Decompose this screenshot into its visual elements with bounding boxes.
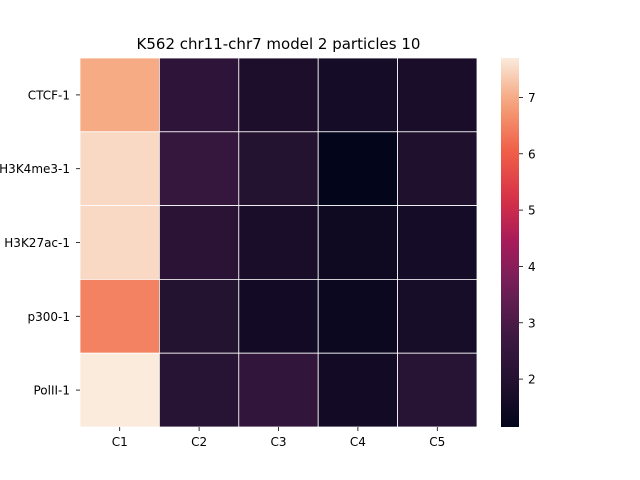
colorbar-tick-label: 3 (528, 316, 536, 330)
heatmap-cell (238, 131, 319, 207)
heatmap-cells (79, 57, 478, 428)
colorbar-tick-label: 7 (528, 91, 536, 105)
colorbar-tick-label: 4 (528, 260, 536, 274)
heatmap-cell (238, 57, 319, 133)
x-tick-label: C1 (112, 435, 128, 449)
heatmap-cell (397, 205, 478, 280)
heatmap-cell (397, 352, 478, 428)
heatmap-cell (158, 205, 240, 280)
heatmap-cell (79, 57, 160, 133)
heatmap-cell (79, 131, 160, 207)
y-tick-label: H3K27ac-1 (4, 236, 70, 250)
heatmap-cell (397, 278, 478, 354)
colorbar-tick-label: 6 (528, 147, 536, 161)
heatmap-cell (317, 205, 399, 280)
heatmap-cell (79, 278, 160, 354)
x-tick-label: C3 (270, 435, 286, 449)
heatmap-cell (79, 205, 160, 280)
heatmap-cell (397, 57, 478, 133)
colorbar: 2 3 4 5 6 7 (501, 58, 536, 427)
heatmap-cell (158, 278, 240, 354)
y-tick-label: p300-1 (28, 310, 71, 324)
heatmap-cell (397, 131, 478, 207)
x-tick-label: C4 (350, 435, 366, 449)
heatmap-cell (317, 57, 399, 133)
y-tick-label: PolII-1 (33, 384, 70, 398)
heatmap-cell (158, 57, 240, 133)
y-tick-label: CTCF-1 (28, 88, 70, 102)
colorbar-tick-label: 2 (528, 373, 536, 387)
heatmap-cell (158, 131, 240, 207)
y-axis: CTCF-1 H3K4me3-1 H3K27ac-1 p300-1 PolII-1 (0, 88, 80, 398)
x-tick-label: C5 (429, 435, 445, 449)
heatmap-cell (238, 278, 319, 354)
colorbar-gradient (501, 58, 519, 427)
colorbar-tick-label: 5 (528, 204, 536, 218)
y-tick-label: H3K4me3-1 (0, 162, 70, 176)
heatmap-cell (158, 352, 240, 428)
heatmap-cell (79, 352, 160, 428)
chart-title: K562 chr11-chr7 model 2 particles 10 (137, 35, 421, 53)
heatmap-cell (317, 131, 399, 207)
x-tick-label: C2 (191, 435, 207, 449)
heatmap-cell (238, 352, 319, 428)
x-axis: C1 C2 C3 C4 C5 (112, 427, 445, 449)
heatmap-cell (238, 205, 319, 280)
heatmap-cell (317, 352, 399, 428)
heatmap-cell (317, 278, 399, 354)
